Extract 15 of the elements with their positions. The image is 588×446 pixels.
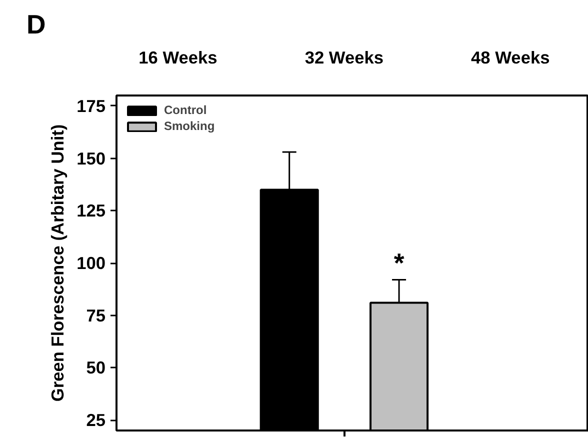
legend-label: Smoking [164,119,215,133]
y-tick-label: 125 [76,200,106,221]
x-tick-label: 48 Weeks [471,48,550,68]
legend-label: Control [164,103,207,117]
y-tick-label: 25 [86,410,106,430]
y-tick-label: 175 [76,96,106,116]
text: D [26,10,46,40]
y-tick-label: 75 [86,305,106,326]
y-tick-label: 150 [76,148,106,168]
annotation: * [394,248,405,278]
y-tick-label: 50 [86,358,106,378]
y-tick-label: 100 [76,253,106,273]
x-tick-label: 32 Weeks [304,48,384,68]
y-axis-title: Green Florescence (Arbitary Unit) [48,124,68,402]
x-tick-label: 16 Weeks [138,48,218,68]
